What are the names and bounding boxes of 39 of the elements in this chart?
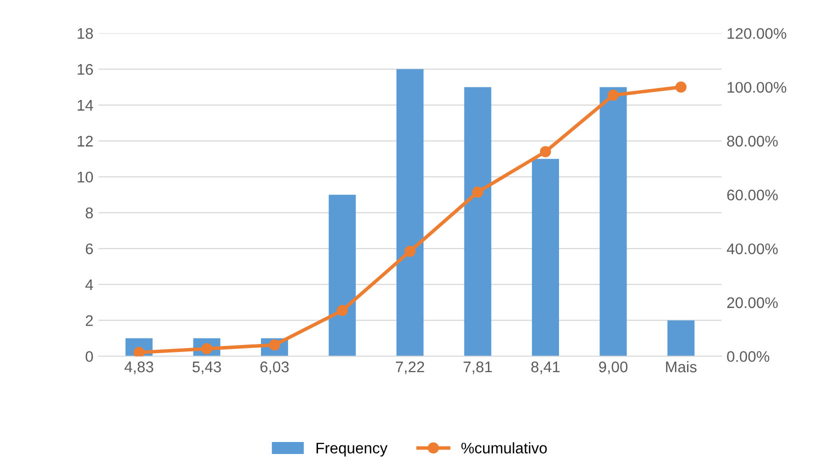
y-tick-label: 10 [78,172,93,182]
y-tick-label: 8 [86,208,93,218]
bar [667,320,695,356]
y-tick-label: 2 [86,315,93,326]
bar [328,194,356,356]
x-tick-label: 6,03 [260,362,289,374]
y-tick-label: 18 [78,28,93,39]
x-tick-label: 8,41 [531,362,560,374]
y2-tick-label: 40.00% [726,243,778,254]
y-tick-label: 4 [85,279,94,290]
y-tick-label: 6 [86,243,93,254]
bar [600,87,627,356]
x-tick-label: 9,00 [599,362,628,374]
point [608,90,619,101]
y2-tick-label: 20.00% [727,297,778,308]
legend-label: %cumulativo [461,442,547,454]
x-tick-label: 4,83 [124,362,154,374]
point [675,82,687,93]
bar [532,158,560,356]
x-tick-label: Mais [666,361,697,372]
x-tick-label: 7,81 [464,362,492,374]
y-tick-label: 0 [86,351,93,362]
bar [464,87,492,356]
y2-tick-label: 80.00% [727,136,778,147]
y2-tick-label: 60.00% [727,190,778,200]
y-tick-label: 14 [78,100,94,111]
x-tick-label: 5,43 [192,362,221,374]
legend-label: Frequency [316,442,388,456]
point [472,186,484,198]
y-tick-label: 16 [78,64,93,75]
point [540,146,552,158]
y2-tick-label: 100.00% [728,82,786,93]
y-tick-label: 12 [78,136,93,146]
x-tick-label: 7,22 [396,362,424,374]
y2-tick-label: 0.00% [727,351,770,362]
bar [396,69,424,356]
point [404,246,416,257]
point [336,304,348,316]
y2-tick-label: 120.00% [728,28,786,39]
